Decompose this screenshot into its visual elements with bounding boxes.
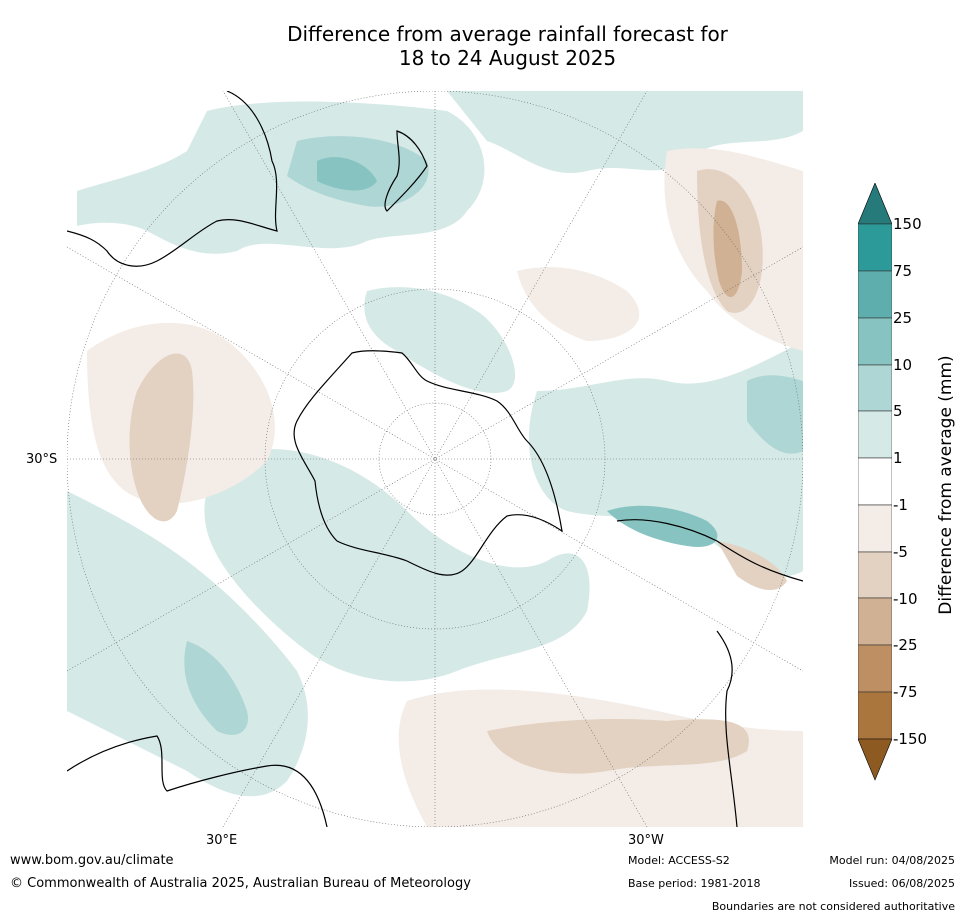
- colorbar-tick-m1: -1: [893, 496, 908, 514]
- colorbar-band-neutral: [858, 457, 892, 506]
- base-period: Base period: 1981-2018: [628, 877, 761, 890]
- antarctica-coastline: [293, 350, 563, 576]
- colorbar-bottom-arrow: [858, 738, 892, 781]
- issued-date: Issued: 06/08/2025: [848, 877, 955, 890]
- title-line-2: 18 to 24 August 2025: [398, 46, 617, 70]
- dry-region-andes: [717, 541, 787, 591]
- wet-region-southern-ocean: [204, 449, 590, 682]
- colorbar-tick-75: 75: [893, 262, 913, 280]
- rainfall-map: [67, 91, 803, 827]
- colorbar-band-m10-m5: [858, 551, 892, 599]
- lon-label-30e: 30°E: [206, 833, 238, 848]
- coastlines: [67, 91, 803, 827]
- wet-region-indian-core: [184, 641, 248, 735]
- south-america-east-coastline: [716, 630, 738, 827]
- model-name: Model: ACCESS-S2: [628, 854, 730, 867]
- colorbar-tick-m150: -150: [893, 730, 928, 748]
- lat-label-30s: 30°S: [26, 452, 58, 467]
- graticule: [67, 91, 803, 827]
- australia-coastline: [67, 91, 278, 267]
- colorbar-band-m150-m75: [858, 691, 892, 740]
- colorbar-tick-5: 5: [893, 402, 903, 420]
- meridian-60w: [67, 246, 803, 672]
- colorbar-title: Difference from average (mm): [936, 355, 956, 615]
- model-run-date: Model run: 04/08/2025: [829, 854, 955, 867]
- meridian-30e: [222, 91, 648, 827]
- wet-region-east: [747, 375, 803, 454]
- dry-anomaly-regions: [87, 148, 803, 827]
- latitude-circle-80s: [378, 402, 492, 516]
- meridian-60e: [67, 246, 803, 672]
- dry-region-pacific-max: [713, 200, 742, 298]
- wet-anomaly-regions: [67, 91, 803, 797]
- colorbar-band-m5-m1: [858, 504, 892, 553]
- chart-title: Difference from average rainfall forecas…: [200, 22, 815, 70]
- nz-coastline: [384, 130, 428, 212]
- colorbar-band-5-10: [858, 364, 892, 412]
- colorbar-band-m25-m10: [858, 597, 892, 646]
- wet-region-nz-core: [317, 157, 377, 191]
- colorbar-band-25-75: [858, 270, 892, 319]
- colorbar-tick-m10: -10: [893, 590, 918, 608]
- dry-region-south-atlantic-core: [487, 719, 749, 774]
- meridian-30w: [222, 91, 648, 827]
- map-canvas: [67, 91, 803, 827]
- colorbar-band-75-150: [858, 223, 892, 272]
- wet-region-pacific: [447, 91, 803, 174]
- colorbar-tick-25: 25: [893, 309, 913, 327]
- wet-region-south-pacific: [364, 287, 516, 393]
- lon-label-30w: 30°W: [628, 833, 664, 848]
- colorbar-tick-m75: -75: [893, 683, 918, 701]
- wet-region-south-america: [607, 505, 718, 547]
- south-america-coastline: [616, 519, 803, 582]
- colorbar-tick-150: 150: [893, 215, 922, 233]
- colorbar-tick-10: 10: [893, 356, 913, 374]
- colorbar-tick-m25: -25: [893, 636, 918, 654]
- colorbar-tick-m5: -5: [893, 543, 908, 561]
- wet-region-tasman-sea: [77, 101, 485, 254]
- title-line-1: Difference from average rainfall forecas…: [287, 22, 728, 46]
- dry-region-southern-ocean: [517, 267, 640, 341]
- africa-coastline: [67, 735, 328, 827]
- wet-region-south-atlantic: [528, 341, 803, 577]
- colorbar: [858, 183, 892, 781]
- dry-region-indian-core: [129, 353, 194, 522]
- colorbar-band-1-5: [858, 410, 892, 459]
- colorbar-band-m75-m25: [858, 644, 892, 693]
- boundary-disclaimer: Boundaries are not considered authoritat…: [711, 900, 955, 913]
- colorbar-band-10-25: [858, 317, 892, 366]
- colorbar-tick-1: 1: [893, 449, 903, 467]
- copyright-text: © Commonwealth of Australia 2025, Austra…: [10, 876, 471, 891]
- website-link[interactable]: www.bom.gov.au/climate: [10, 853, 174, 868]
- colorbar-top-arrow: [858, 183, 892, 225]
